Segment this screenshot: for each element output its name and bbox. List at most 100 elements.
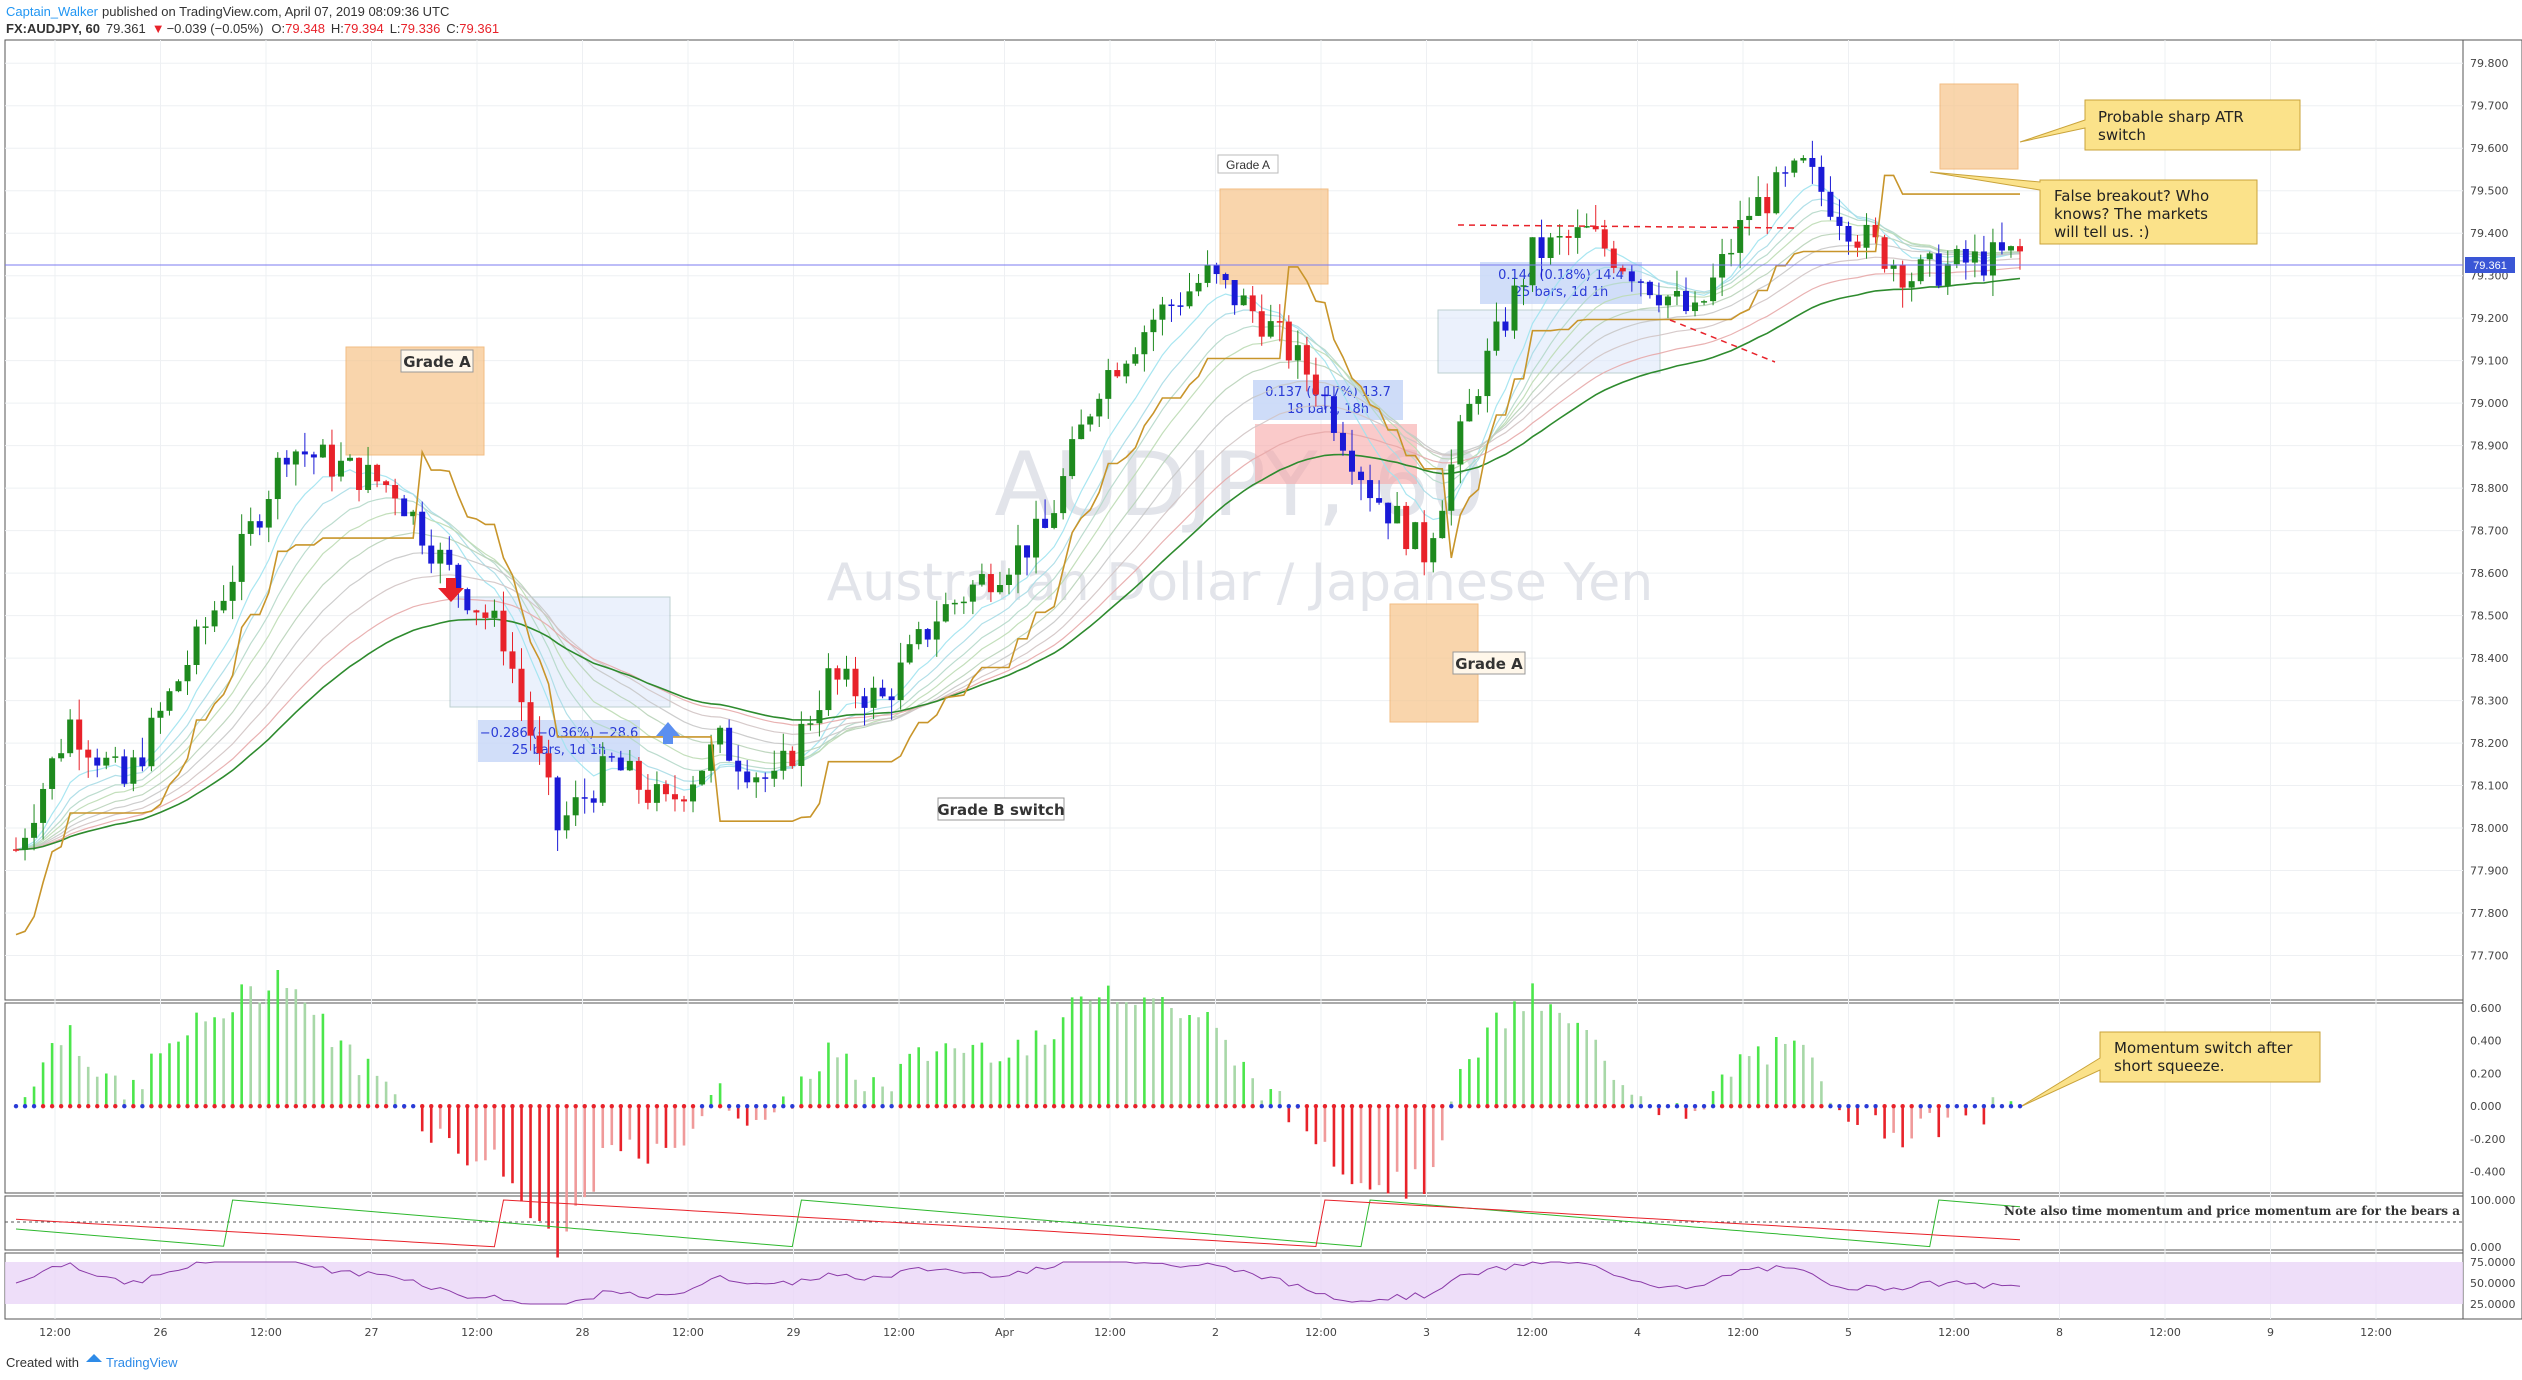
time-tick-label: 4 [1634, 1326, 1641, 1339]
candle-body [455, 564, 462, 590]
candle-body [365, 464, 372, 490]
squeeze-dot [429, 1103, 434, 1109]
squeeze-dot [772, 1103, 777, 1109]
squeeze-dot [1331, 1103, 1337, 1109]
squeeze-dot [1981, 1103, 1987, 1109]
candle-body [635, 760, 642, 790]
time-momentum-tick-label: 0.000 [2470, 1241, 2502, 1254]
created-with-label: Created with [6, 1355, 79, 1370]
squeeze-dot [1774, 1103, 1779, 1109]
measure-2-line1: 0.137 (0.17%) 13.7 [1265, 385, 1391, 400]
candle-body [1962, 248, 1969, 263]
candle-body [31, 822, 38, 838]
squeeze-dot [1033, 1103, 1039, 1109]
squeeze-dot [979, 1103, 985, 1109]
candle-body [518, 668, 525, 703]
trend-dashed-line[interactable] [1669, 319, 1776, 363]
squeeze-dot [1494, 1103, 1499, 1109]
squeeze-dot [492, 1103, 497, 1109]
price-tick-label: 78.800 [2470, 482, 2509, 495]
momentum-callout[interactable] [2019, 1031, 2321, 1108]
candle-body [1349, 450, 1355, 472]
squeeze-dot [1629, 1103, 1635, 1109]
squeeze-dot [528, 1103, 533, 1109]
price-scale[interactable] [2462, 39, 2522, 1320]
atr-switch-zone[interactable] [1939, 83, 2019, 170]
grade-a-zone-2[interactable] [1219, 188, 1329, 285]
rsi-tick-label: 25.0000 [2470, 1298, 2516, 1311]
squeeze-dot [31, 1103, 37, 1109]
candle-body [1863, 224, 1870, 248]
squeeze-dot [1205, 1103, 1210, 1109]
squeeze-dot [1241, 1103, 1246, 1109]
atr-callout[interactable] [2019, 99, 2301, 151]
squeeze-dot [1367, 1103, 1373, 1109]
squeeze-dot [104, 1103, 109, 1109]
squeeze-dot [1503, 1103, 1508, 1109]
high-value: 79.394 [344, 21, 384, 36]
candle-body [1646, 281, 1653, 296]
squeeze-dot [699, 1103, 705, 1109]
squeeze-dot [1918, 1103, 1923, 1109]
squeeze-dot [1557, 1103, 1562, 1109]
candle-body [834, 668, 841, 680]
squeeze-dot [943, 1103, 948, 1109]
squeeze-dot [1783, 1103, 1788, 1109]
squeeze-dot [880, 1103, 885, 1109]
squeeze-dot [754, 1103, 759, 1109]
price-tick-label: 78.500 [2470, 610, 2509, 623]
squeeze-dot [501, 1103, 506, 1109]
false-breakout-callout[interactable] [1929, 171, 2258, 245]
squeeze-dot [365, 1103, 371, 1109]
tradingview-brand-link[interactable]: TradingView [106, 1355, 178, 1370]
candle-body [1312, 374, 1319, 395]
candle-body [1376, 498, 1383, 503]
false-breakout-line2: knows? The markets [2054, 205, 2208, 223]
price-tick-label: 78.400 [2470, 652, 2509, 665]
candle-body [428, 545, 435, 564]
candle-body [1132, 354, 1139, 364]
squeeze-dot [230, 1103, 235, 1109]
squeeze-dot [790, 1103, 795, 1109]
candle-body [410, 511, 417, 517]
candle-body [1060, 476, 1067, 514]
candle-body [780, 750, 787, 771]
candle-body [987, 574, 994, 593]
squeeze-dot [1801, 1103, 1806, 1109]
candle-body [1285, 321, 1292, 361]
squeeze-dot [916, 1103, 921, 1109]
squeeze-dot [1422, 1103, 1427, 1109]
candle-body [1114, 370, 1121, 377]
squeeze-dot [1178, 1103, 1183, 1109]
candle-body [1953, 248, 1960, 265]
candle-body [85, 749, 92, 758]
squeeze-dot [1133, 1103, 1138, 1109]
candle-body [708, 744, 715, 771]
time-tick-label: 9 [2267, 1326, 2274, 1339]
candle-body [509, 651, 516, 669]
squeeze-dot [546, 1103, 551, 1109]
measure-box-3[interactable] [1437, 309, 1661, 374]
change-value: −0.039 (−0.05%) [167, 21, 264, 36]
squeeze-dot [934, 1103, 939, 1109]
squeeze-dot [1710, 1103, 1716, 1109]
time-momentum-lines [5, 1199, 2463, 1248]
squeeze-dot [401, 1103, 407, 1109]
candle-body [1935, 253, 1942, 286]
squeeze-dot [13, 1103, 19, 1109]
price-tick-label: 78.000 [2470, 822, 2509, 835]
squeeze-dot [1006, 1103, 1012, 1109]
candle-body [1683, 291, 1689, 312]
squeeze-dot [1746, 1103, 1752, 1109]
rsi-path [15, 1261, 2021, 1305]
candle-body [220, 600, 227, 611]
squeeze-dot [266, 1103, 271, 1109]
resistance-dashed-line[interactable] [1457, 224, 1796, 229]
published-text: published on TradingView.com, April 07, … [102, 4, 449, 19]
candle-body [1809, 157, 1816, 167]
author-link[interactable]: Captain_Walker [6, 4, 99, 19]
candle-body [1610, 248, 1617, 268]
time-tick-label: 12:00 [1305, 1326, 1337, 1339]
candle-body [130, 757, 137, 784]
